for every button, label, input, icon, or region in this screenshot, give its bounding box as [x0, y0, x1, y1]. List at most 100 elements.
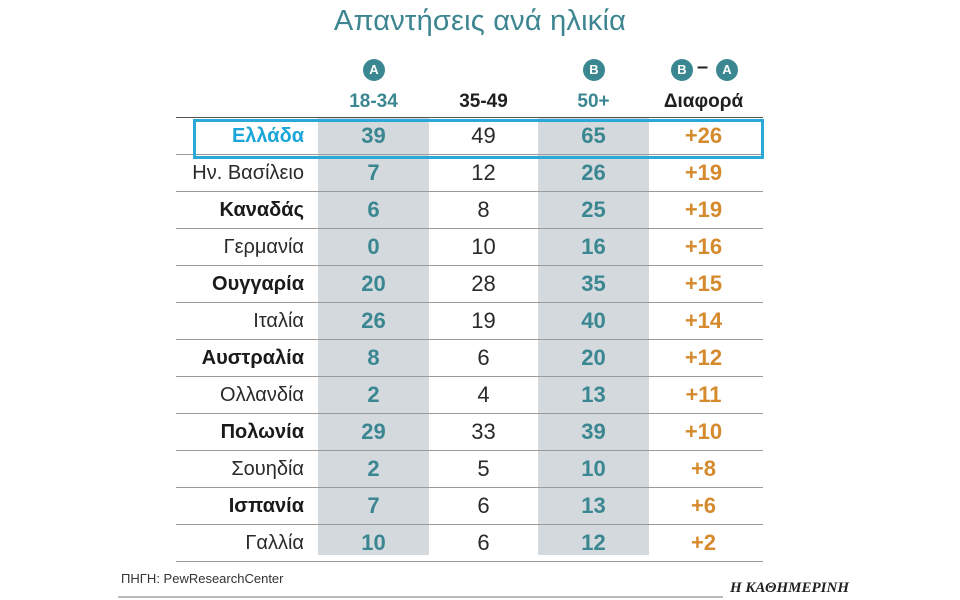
value-difference: +19	[684, 160, 723, 185]
country-label: Γαλλία	[245, 532, 304, 554]
value-35-49: 28	[471, 271, 496, 296]
value-50plus: 65	[581, 123, 606, 148]
table-row: Ουγγαρία 20 28 35 +15	[176, 266, 763, 303]
value-difference: +19	[684, 197, 723, 222]
table-row: Γερμανία 0 10 16 +16	[176, 229, 763, 266]
country-label: Γερμανία	[223, 236, 304, 258]
value-35-49: 5	[477, 456, 490, 481]
country-label: Ισπανία	[228, 495, 304, 517]
country-label: Ην. Βασίλειο	[192, 162, 304, 184]
row-divider	[176, 339, 763, 340]
value-50plus: 20	[581, 345, 606, 370]
value-35-49: 49	[471, 123, 496, 148]
value-difference: +26	[684, 123, 723, 148]
table-row: Πολωνία 29 33 39 +10	[176, 414, 763, 451]
value-50plus: 35	[581, 271, 606, 296]
table-row: Ιταλία 26 19 40 +14	[176, 303, 763, 340]
table-row: Ολλανδία 2 4 13 +11	[176, 377, 763, 414]
value-50plus: 26	[581, 160, 606, 185]
value-35-49: 19	[471, 308, 496, 333]
value-50plus: 40	[581, 308, 606, 333]
table-row: Αυστραλία 8 6 20 +12	[176, 340, 763, 377]
value-difference: +10	[684, 419, 723, 444]
value-difference: +8	[690, 456, 717, 481]
table-row: Ισπανία 7 6 13 +6	[176, 488, 763, 525]
publisher-logo: Η ΚΑΘΗΜΕΡΙΝΗ	[730, 580, 850, 596]
value-50plus: 12	[581, 530, 606, 555]
source-note: ΠΗΓΗ: PewResearchCenter	[121, 571, 284, 586]
header-18-34: 18-34	[349, 91, 398, 112]
value-18-34: 2	[367, 456, 380, 481]
header-difference: Διαφορά	[663, 91, 744, 112]
badge-a: A	[363, 59, 385, 81]
value-50plus: 39	[581, 419, 606, 444]
row-divider	[176, 524, 763, 525]
row-divider	[176, 487, 763, 488]
value-difference: +12	[684, 345, 723, 370]
table-row: Ην. Βασίλειο 7 12 26 +19	[176, 155, 763, 192]
country-label: Σουηδία	[231, 458, 304, 480]
header-35-49: 35-49	[459, 91, 508, 112]
table-row: Καναδάς 6 8 25 +19	[176, 192, 763, 229]
row-divider	[176, 302, 763, 303]
value-difference: +15	[684, 271, 723, 296]
value-35-49: 6	[477, 530, 490, 555]
value-difference: +14	[684, 308, 723, 333]
value-50plus: 10	[581, 456, 606, 481]
value-35-49: 4	[477, 382, 490, 407]
row-divider	[176, 376, 763, 377]
table-row: Γαλλία 10 6 12 +2	[176, 525, 763, 562]
value-difference: +6	[690, 493, 717, 518]
country-label: Ελλάδα	[231, 125, 304, 147]
value-18-34: 26	[361, 308, 386, 333]
footer-rule	[118, 596, 723, 598]
value-18-34: 20	[361, 271, 386, 296]
row-divider	[176, 228, 763, 229]
country-label: Αυστραλία	[201, 347, 304, 369]
value-35-49: 6	[477, 493, 490, 518]
country-label: Ολλανδία	[220, 384, 304, 406]
row-divider	[176, 191, 763, 192]
row-divider	[176, 265, 763, 266]
column-18-34-shade	[318, 117, 429, 555]
badge-diff-a: A	[716, 59, 738, 81]
row-divider	[176, 413, 763, 414]
country-label: Καναδάς	[219, 199, 304, 221]
value-35-49: 12	[471, 160, 496, 185]
value-50plus: 25	[581, 197, 606, 222]
value-35-49: 33	[471, 419, 496, 444]
value-18-34: 10	[361, 530, 386, 555]
column-50plus-shade	[538, 117, 649, 555]
table-row: Σουηδία 2 5 10 +8	[176, 451, 763, 488]
row-divider	[176, 450, 763, 451]
value-difference: +16	[684, 234, 723, 259]
value-50plus: 13	[581, 382, 606, 407]
value-18-34: 29	[361, 419, 386, 444]
value-35-49: 8	[477, 197, 490, 222]
header-rule	[176, 117, 763, 118]
value-18-34: 2	[367, 382, 380, 407]
badge-b: B	[583, 59, 605, 81]
row-divider	[176, 154, 763, 155]
chart-title: Απαντήσεις ανά ηλικία	[333, 5, 627, 37]
country-label: Πολωνία	[220, 421, 304, 443]
badge-dash: –	[697, 56, 709, 78]
header-50plus: 50+	[577, 91, 610, 112]
value-difference: +11	[685, 382, 722, 407]
row-divider	[176, 561, 763, 562]
value-35-49: 10	[471, 234, 496, 259]
table-row: Ελλάδα 39 49 65 +26	[176, 118, 763, 155]
value-18-34: 39	[361, 123, 386, 148]
value-50plus: 13	[581, 493, 606, 518]
value-difference: +2	[690, 530, 717, 555]
badge-diff-b: B	[671, 59, 693, 81]
value-18-34: 6	[367, 197, 380, 222]
value-50plus: 16	[581, 234, 606, 259]
value-18-34: 8	[367, 345, 380, 370]
value-18-34: 7	[367, 493, 380, 518]
greece-highlight-box	[193, 119, 764, 159]
country-label: Ουγγαρία	[212, 273, 304, 295]
country-label: Ιταλία	[253, 310, 304, 332]
value-18-34: 0	[367, 234, 380, 259]
value-18-34: 7	[367, 160, 380, 185]
